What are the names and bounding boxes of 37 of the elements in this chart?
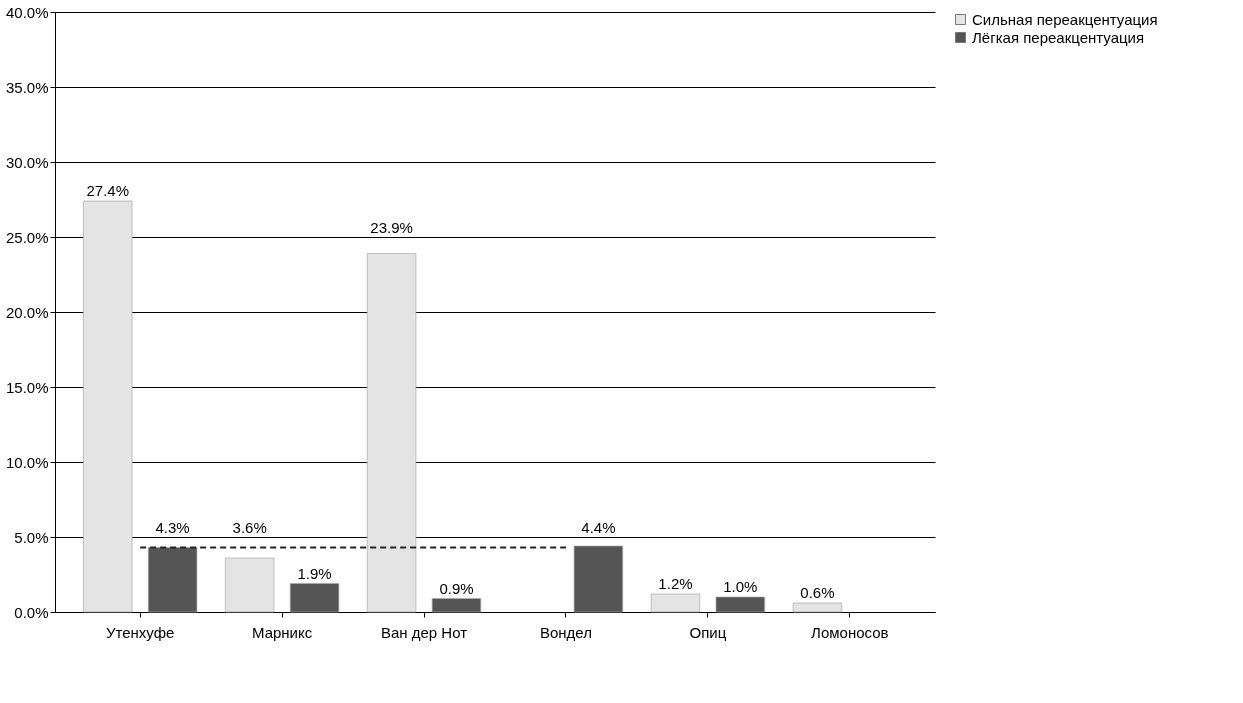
x-tick-label: Ван дер Нот: [380, 623, 468, 641]
data-label: 3.6%: [232, 519, 267, 536]
bar: [224, 557, 275, 613]
bar: [650, 593, 701, 613]
y-tick-label: 10.0%: [5, 453, 49, 471]
x-tick-label: Вондел: [539, 623, 592, 641]
legend-label: Сильная переакцентуация: [972, 10, 1158, 28]
y-tick-label: 5.0%: [14, 528, 49, 546]
y-tick-label: 20.0%: [5, 303, 49, 321]
bar: [431, 598, 482, 613]
bar: [792, 602, 843, 613]
data-label: 0.6%: [800, 584, 835, 601]
bar: [573, 545, 624, 613]
y-tick-label: 40.0%: [5, 3, 49, 21]
y-tick-label: 35.0%: [5, 78, 49, 96]
legend-label: Лёгкая переакцентуация: [972, 28, 1145, 46]
bar: [147, 547, 198, 613]
bar: [289, 583, 340, 613]
y-tick-label: 30.0%: [5, 153, 49, 171]
x-tick-label: Марникс: [251, 623, 313, 641]
data-label: 4.3%: [155, 518, 190, 536]
data-label: 27.4%: [86, 182, 129, 199]
data-label: 4.4%: [581, 519, 616, 536]
x-tick-label: Утенхуфе: [105, 623, 175, 641]
data-label: 1.2%: [658, 575, 693, 592]
bar: [715, 596, 766, 613]
y-tick-label: 0.0%: [14, 603, 49, 621]
data-label: 1.9%: [297, 564, 332, 582]
bar: [83, 200, 133, 613]
y-tick-label: 25.0%: [5, 228, 49, 246]
x-tick-label: Ломоносов: [811, 623, 889, 641]
data-label: 0.9%: [439, 579, 474, 597]
bar: [366, 253, 417, 613]
x-tick-label: Опиц: [689, 623, 727, 641]
y-tick-label: 15.0%: [5, 378, 49, 396]
data-label: 23.9%: [370, 218, 413, 236]
data-label: 1.0%: [723, 578, 758, 595]
